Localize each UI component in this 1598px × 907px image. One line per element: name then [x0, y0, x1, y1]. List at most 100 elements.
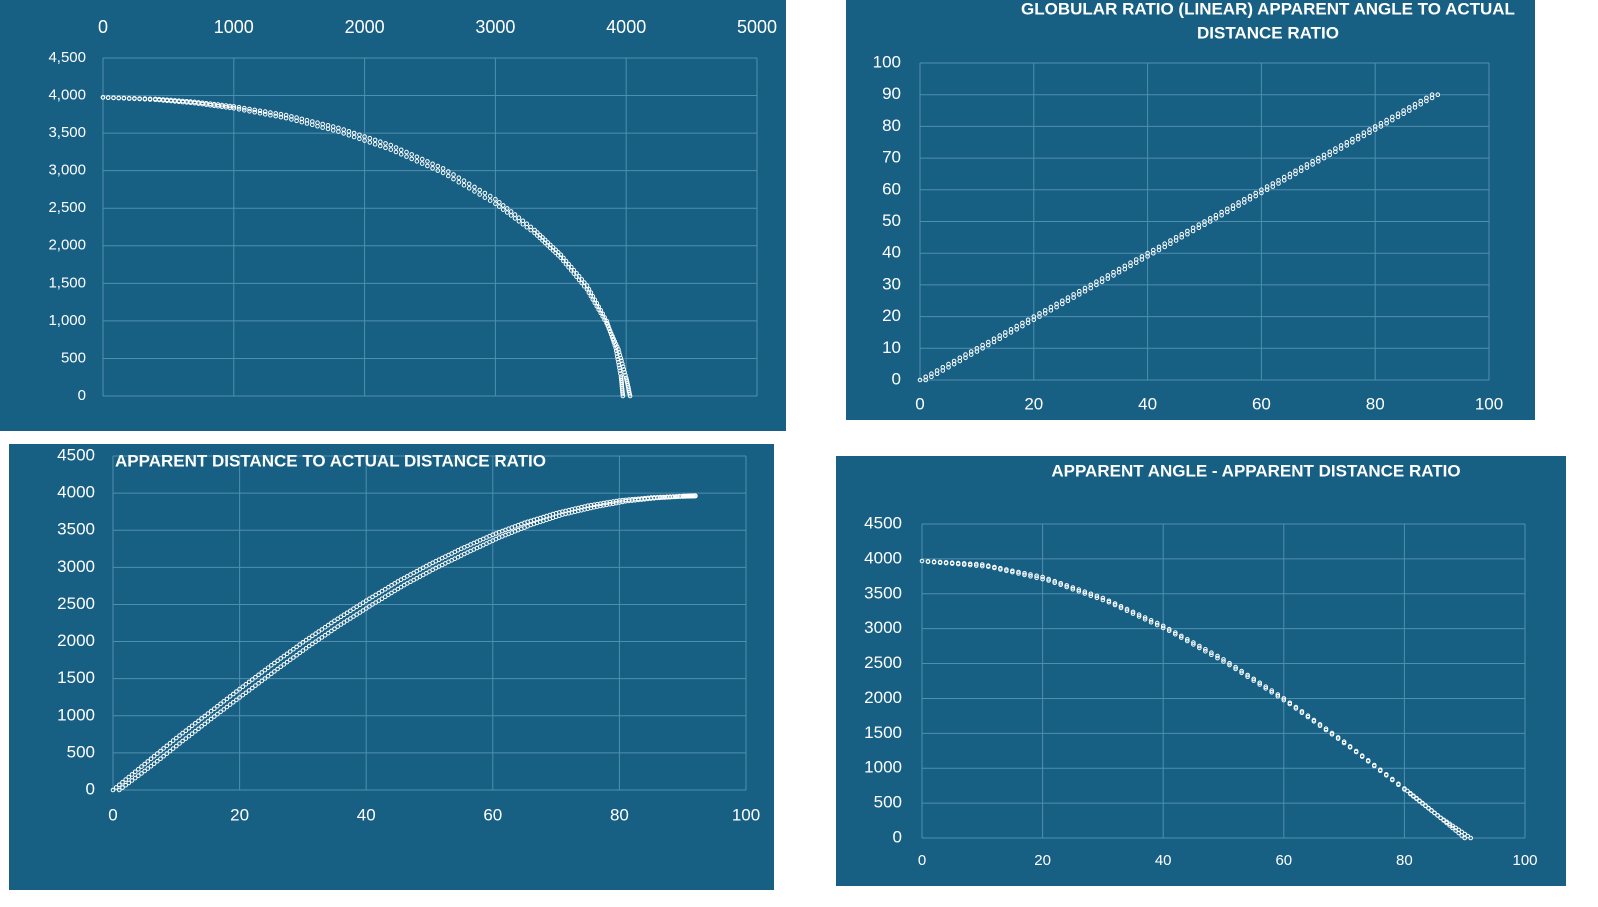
data-point — [493, 196, 498, 202]
data-point — [1225, 209, 1230, 215]
y-tick-label: 2000 — [864, 688, 902, 707]
data-point — [917, 377, 923, 383]
x-tick-label: 60 — [1275, 852, 1292, 869]
data-point — [205, 711, 211, 716]
data-point — [297, 650, 303, 656]
data-point — [398, 152, 404, 157]
data-point — [992, 565, 997, 571]
data-point — [299, 119, 305, 125]
data-point — [409, 152, 415, 157]
data-point — [1259, 190, 1264, 196]
data-point — [322, 632, 328, 638]
data-point — [382, 586, 388, 592]
data-point — [1432, 810, 1437, 816]
data-point — [329, 620, 334, 626]
data-point — [313, 639, 318, 644]
data-point — [310, 641, 315, 647]
data-point — [508, 213, 514, 218]
data-point — [243, 682, 249, 687]
data-point — [1359, 754, 1365, 759]
data-point — [167, 748, 173, 754]
data-point — [968, 349, 974, 354]
x-tick-label: 2000 — [345, 17, 385, 37]
x-tick-label: 3000 — [475, 17, 515, 37]
data-point — [675, 494, 680, 500]
data-point — [281, 662, 287, 667]
data-point — [1185, 637, 1190, 642]
data-point — [1323, 727, 1329, 733]
data-point — [535, 233, 540, 238]
data-point — [456, 175, 462, 180]
data-point — [372, 141, 378, 147]
data-point — [1230, 206, 1236, 212]
data-point — [1438, 815, 1443, 821]
data-point — [1168, 241, 1173, 246]
data-point — [177, 741, 182, 746]
data-point — [662, 495, 668, 500]
data-point — [346, 129, 352, 134]
data-point — [250, 685, 255, 691]
data-point — [1118, 605, 1124, 611]
y-tick-label: 10 — [882, 338, 901, 357]
data-point — [1136, 612, 1142, 617]
y-tick-label: 3000 — [864, 618, 902, 637]
data-point — [961, 562, 967, 567]
y-tick-label: 2,000 — [48, 237, 86, 254]
data-point — [1209, 652, 1214, 657]
data-point — [341, 620, 347, 625]
data-point — [389, 590, 394, 596]
data-point — [348, 616, 353, 621]
data-point — [553, 250, 558, 256]
data-point — [1162, 244, 1168, 250]
data-point — [145, 766, 151, 771]
data-point — [466, 186, 472, 191]
data-point — [284, 659, 290, 665]
data-point — [341, 127, 347, 132]
data-point — [923, 377, 928, 383]
data-point — [617, 352, 623, 358]
data-point — [512, 212, 518, 217]
data-point — [667, 494, 673, 500]
data-point — [1058, 581, 1063, 586]
data-point — [1130, 609, 1136, 615]
data-point — [1037, 314, 1042, 319]
x-tick-label: 60 — [483, 805, 502, 824]
data-point — [383, 141, 388, 146]
data-point — [117, 787, 122, 793]
y-tick-label: 30 — [882, 274, 901, 293]
data-point — [139, 771, 144, 776]
data-point — [139, 764, 144, 769]
data-point — [1028, 574, 1033, 579]
data-point — [151, 761, 157, 767]
data-point — [594, 303, 600, 309]
data-point — [1139, 257, 1145, 262]
data-point — [212, 706, 217, 712]
chart-2-svg: 0 20 40 60 80 100 0 10 20 30 40 50 60 70 80 90 100 GLOBUL… — [873, 0, 1515, 413]
data-point — [446, 173, 451, 179]
data-point — [1040, 576, 1045, 582]
data-point — [281, 653, 287, 659]
data-point — [351, 134, 357, 140]
data-point — [1099, 279, 1105, 285]
x-tick-label: 0 — [108, 805, 117, 824]
data-point — [1052, 580, 1057, 585]
data-point — [1251, 676, 1257, 682]
data-point — [563, 261, 569, 267]
data-point — [121, 96, 127, 101]
data-point — [425, 163, 430, 169]
data-point — [221, 698, 227, 704]
data-point — [253, 674, 258, 680]
x-tick-label: 100 — [1475, 394, 1503, 413]
data-point — [373, 592, 379, 598]
data-point — [1293, 706, 1299, 711]
data-point — [110, 787, 116, 793]
data-point — [1401, 111, 1406, 116]
data-point — [561, 258, 566, 264]
data-point — [582, 283, 587, 289]
data-point — [461, 182, 467, 188]
data-point — [1148, 618, 1154, 623]
data-point — [294, 644, 299, 650]
data-point — [451, 176, 456, 182]
data-point — [500, 207, 506, 212]
y-tick-label: 60 — [882, 179, 901, 198]
